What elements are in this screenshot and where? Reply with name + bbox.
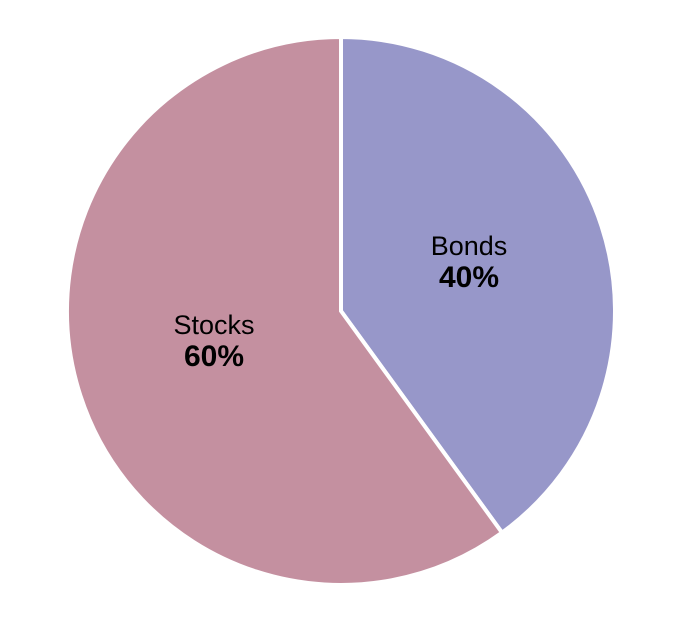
slice-value-stocks: 60% [184,340,244,373]
slice-label-bonds: Bonds [431,231,508,261]
pie-slices [65,34,617,587]
slice-label-stocks: Stocks [173,310,254,340]
slice-value-bonds: 40% [439,261,499,294]
pie-slice-bonds [339,34,617,536]
pie-slice-stocks [65,34,505,587]
pie-labels: Bonds 40% Stocks 60% [173,231,507,373]
